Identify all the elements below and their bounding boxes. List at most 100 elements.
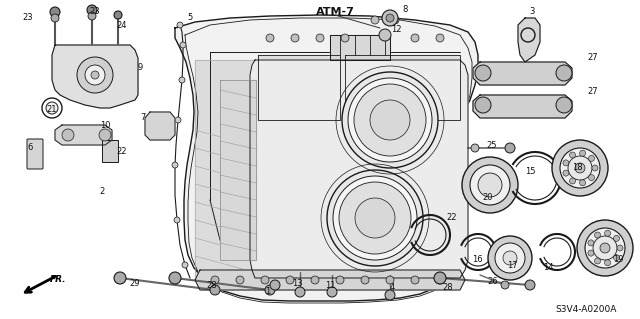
Circle shape bbox=[295, 287, 305, 297]
Polygon shape bbox=[473, 62, 572, 85]
Circle shape bbox=[563, 160, 569, 166]
Circle shape bbox=[600, 243, 610, 253]
Circle shape bbox=[291, 34, 299, 42]
Text: ATM-7: ATM-7 bbox=[316, 7, 355, 17]
Circle shape bbox=[172, 162, 178, 168]
Circle shape bbox=[436, 34, 444, 42]
Text: 9: 9 bbox=[138, 63, 143, 72]
Circle shape bbox=[62, 129, 74, 141]
Text: 22: 22 bbox=[447, 213, 457, 222]
Circle shape bbox=[179, 77, 185, 83]
Text: 7: 7 bbox=[140, 114, 146, 122]
Text: 18: 18 bbox=[572, 164, 582, 173]
Text: 24: 24 bbox=[116, 20, 127, 29]
Circle shape bbox=[560, 148, 600, 188]
Text: 19: 19 bbox=[612, 256, 623, 264]
Circle shape bbox=[575, 163, 585, 173]
Text: 14: 14 bbox=[543, 263, 553, 272]
Polygon shape bbox=[518, 18, 540, 62]
Text: 17: 17 bbox=[507, 261, 517, 270]
Circle shape bbox=[339, 182, 411, 254]
Circle shape bbox=[614, 255, 620, 261]
Circle shape bbox=[99, 129, 111, 141]
Text: 27: 27 bbox=[588, 54, 598, 63]
Circle shape bbox=[316, 34, 324, 42]
Circle shape bbox=[588, 250, 594, 256]
Circle shape bbox=[411, 34, 419, 42]
Circle shape bbox=[361, 276, 369, 284]
Circle shape bbox=[327, 170, 423, 266]
Circle shape bbox=[379, 29, 391, 41]
Polygon shape bbox=[195, 270, 465, 290]
Text: 23: 23 bbox=[90, 8, 100, 17]
Circle shape bbox=[503, 251, 517, 265]
Circle shape bbox=[265, 285, 275, 295]
Circle shape bbox=[266, 34, 274, 42]
Circle shape bbox=[50, 7, 60, 17]
Text: 26: 26 bbox=[488, 278, 499, 286]
Text: 8: 8 bbox=[403, 5, 408, 14]
Circle shape bbox=[585, 228, 625, 268]
Text: 12: 12 bbox=[391, 26, 401, 34]
Text: 28: 28 bbox=[207, 281, 218, 291]
Bar bbox=[102, 140, 118, 162]
Text: 6: 6 bbox=[28, 144, 33, 152]
Text: 11: 11 bbox=[324, 280, 335, 290]
Circle shape bbox=[386, 276, 394, 284]
Circle shape bbox=[475, 65, 491, 81]
Circle shape bbox=[475, 97, 491, 113]
Circle shape bbox=[570, 178, 575, 184]
Circle shape bbox=[588, 240, 594, 246]
Circle shape bbox=[182, 262, 188, 268]
Circle shape bbox=[114, 272, 126, 284]
Circle shape bbox=[589, 155, 595, 161]
Circle shape bbox=[605, 260, 611, 266]
Circle shape bbox=[568, 156, 592, 180]
Text: 29: 29 bbox=[130, 278, 140, 287]
Circle shape bbox=[333, 176, 417, 260]
Text: 2: 2 bbox=[99, 188, 104, 197]
Text: 22: 22 bbox=[116, 147, 127, 157]
Circle shape bbox=[236, 276, 244, 284]
Circle shape bbox=[589, 174, 595, 181]
Polygon shape bbox=[473, 95, 572, 118]
Circle shape bbox=[85, 65, 105, 85]
Circle shape bbox=[391, 16, 399, 24]
Circle shape bbox=[51, 14, 59, 22]
Text: 28: 28 bbox=[443, 284, 453, 293]
Circle shape bbox=[385, 290, 395, 300]
Circle shape bbox=[570, 152, 575, 158]
Circle shape bbox=[180, 42, 186, 48]
Circle shape bbox=[270, 280, 280, 290]
Circle shape bbox=[210, 285, 220, 295]
Circle shape bbox=[386, 14, 394, 22]
Text: 10: 10 bbox=[100, 121, 110, 130]
Circle shape bbox=[436, 276, 444, 284]
Text: 27: 27 bbox=[588, 87, 598, 97]
Circle shape bbox=[174, 217, 180, 223]
Circle shape bbox=[77, 57, 113, 93]
Polygon shape bbox=[175, 15, 478, 301]
Circle shape bbox=[556, 65, 572, 81]
Text: 16: 16 bbox=[472, 256, 483, 264]
Circle shape bbox=[88, 12, 96, 20]
Circle shape bbox=[462, 157, 518, 213]
Circle shape bbox=[87, 5, 97, 15]
Circle shape bbox=[177, 22, 183, 28]
Circle shape bbox=[342, 72, 438, 168]
Text: 4: 4 bbox=[389, 284, 395, 293]
Circle shape bbox=[341, 34, 349, 42]
Polygon shape bbox=[330, 35, 390, 60]
Circle shape bbox=[488, 236, 532, 280]
Circle shape bbox=[354, 84, 426, 156]
Text: 21: 21 bbox=[47, 106, 57, 115]
Circle shape bbox=[348, 78, 432, 162]
Circle shape bbox=[556, 97, 572, 113]
Polygon shape bbox=[258, 55, 340, 120]
Polygon shape bbox=[55, 125, 112, 145]
Text: 25: 25 bbox=[487, 140, 497, 150]
Text: 13: 13 bbox=[292, 278, 302, 287]
Circle shape bbox=[593, 236, 617, 260]
Text: 23: 23 bbox=[22, 13, 33, 23]
Circle shape bbox=[471, 144, 479, 152]
